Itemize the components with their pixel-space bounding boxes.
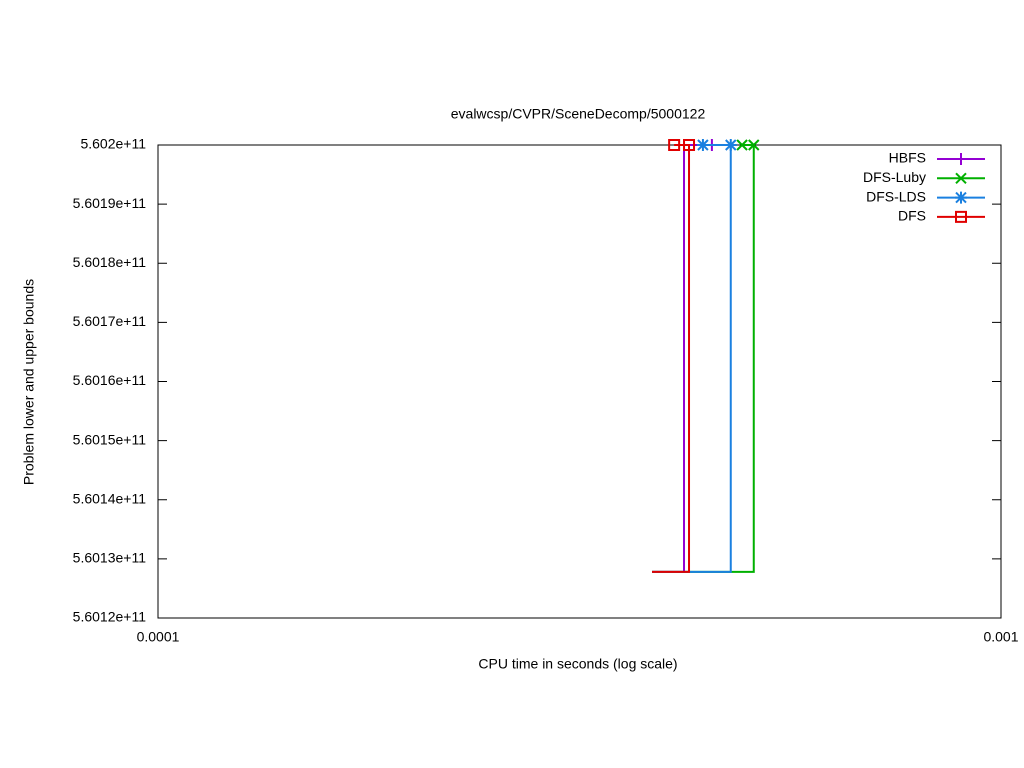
x-tick-label: 0.001: [983, 629, 1018, 645]
y-tick-label: 5.6013e+11: [73, 550, 147, 566]
series-line: [652, 144, 732, 573]
legend-label: HBFS: [889, 150, 926, 166]
series-line: [652, 144, 691, 573]
y-tick-label: 5.6016e+11: [73, 372, 147, 388]
marker: [955, 153, 967, 165]
legend-label: DFS: [898, 208, 926, 224]
marker: [748, 139, 760, 151]
y-tick-label: 5.6012e+11: [73, 609, 147, 625]
legend-label: DFS-Luby: [863, 169, 926, 185]
y-axis-label: Problem lower and upper bounds: [21, 279, 37, 485]
marker: [683, 139, 696, 151]
y-tick-label: 5.602e+11: [80, 136, 146, 152]
y-tick-label: 5.6015e+11: [73, 431, 147, 447]
x-tick-label: 0.0001: [137, 629, 180, 645]
marker: [955, 210, 967, 223]
marker: [955, 191, 967, 204]
marker: [955, 172, 967, 185]
y-tick-label: 5.6018e+11: [73, 254, 147, 270]
y-tick-label: 5.6019e+11: [73, 195, 147, 211]
marker: [724, 139, 737, 151]
y-tick-label: 5.6014e+11: [73, 490, 147, 506]
marker: [696, 139, 709, 151]
marker: [668, 139, 681, 151]
y-tick-label: 5.6017e+11: [73, 313, 147, 329]
x-axis-label: CPU time in seconds (log scale): [478, 656, 677, 672]
marker: [736, 139, 748, 151]
chart-title: evalwcsp/CVPR/SceneDecomp/5000122: [451, 106, 706, 122]
legend-label: DFS-LDS: [866, 188, 926, 204]
